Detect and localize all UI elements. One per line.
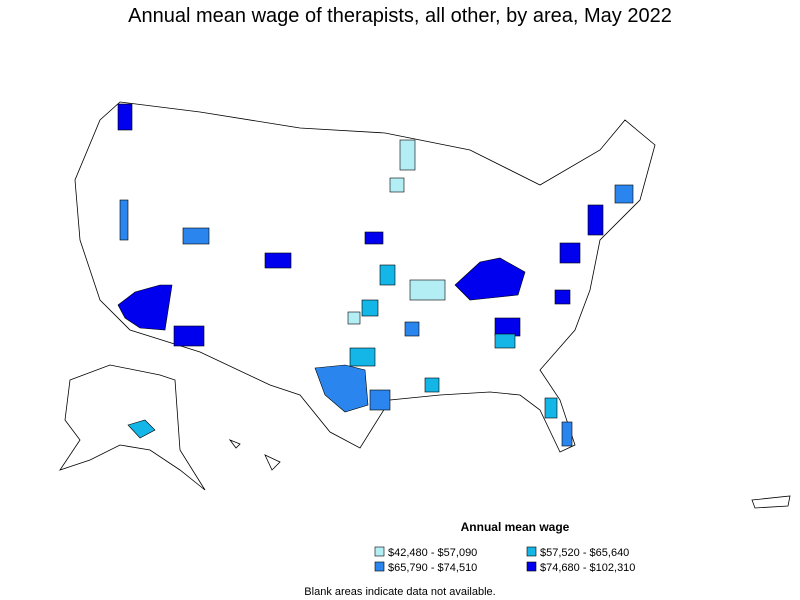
legend-swatch (526, 546, 537, 557)
region (494, 317, 521, 337)
region (494, 333, 516, 349)
region (369, 389, 391, 411)
hawaii (228, 439, 241, 449)
region (544, 397, 558, 419)
region (454, 257, 526, 301)
region (404, 321, 420, 337)
region (389, 177, 405, 193)
region (361, 299, 379, 317)
region (127, 419, 156, 439)
region (614, 184, 634, 204)
map (59, 101, 791, 509)
legend-swatch (374, 561, 385, 572)
region (399, 139, 416, 171)
legend-title: Annual mean wage (461, 520, 570, 534)
legend-label: $57,520 - $65,640 (540, 547, 629, 559)
contiguous-us (74, 101, 656, 453)
legend-label: $42,480 - $57,090 (388, 547, 477, 559)
region (554, 289, 571, 305)
region (117, 103, 133, 131)
legend-label: $74,680 - $102,310 (540, 562, 635, 574)
region (314, 364, 369, 413)
legend-swatch (526, 561, 537, 572)
hawaii (264, 454, 281, 471)
region (349, 347, 376, 367)
region (347, 311, 361, 325)
region (561, 421, 573, 447)
region (587, 204, 604, 236)
footnote: Blank areas indicate data not available. (304, 586, 495, 598)
region (379, 264, 396, 286)
region (182, 227, 210, 245)
region (173, 325, 205, 347)
legend: $42,480 - $57,090 $57,520 - $65,640 $65,79… (374, 546, 635, 574)
region (364, 231, 384, 245)
region (559, 242, 581, 264)
region (409, 279, 446, 301)
region (119, 199, 129, 241)
puerto-rico (751, 495, 791, 509)
region (117, 284, 173, 331)
legend-label: $65,790 - $74,510 (388, 562, 477, 574)
title: Annual mean wage of therapists, all othe… (128, 5, 672, 27)
region (264, 252, 292, 269)
region (424, 377, 440, 393)
legend-swatch (374, 546, 385, 557)
